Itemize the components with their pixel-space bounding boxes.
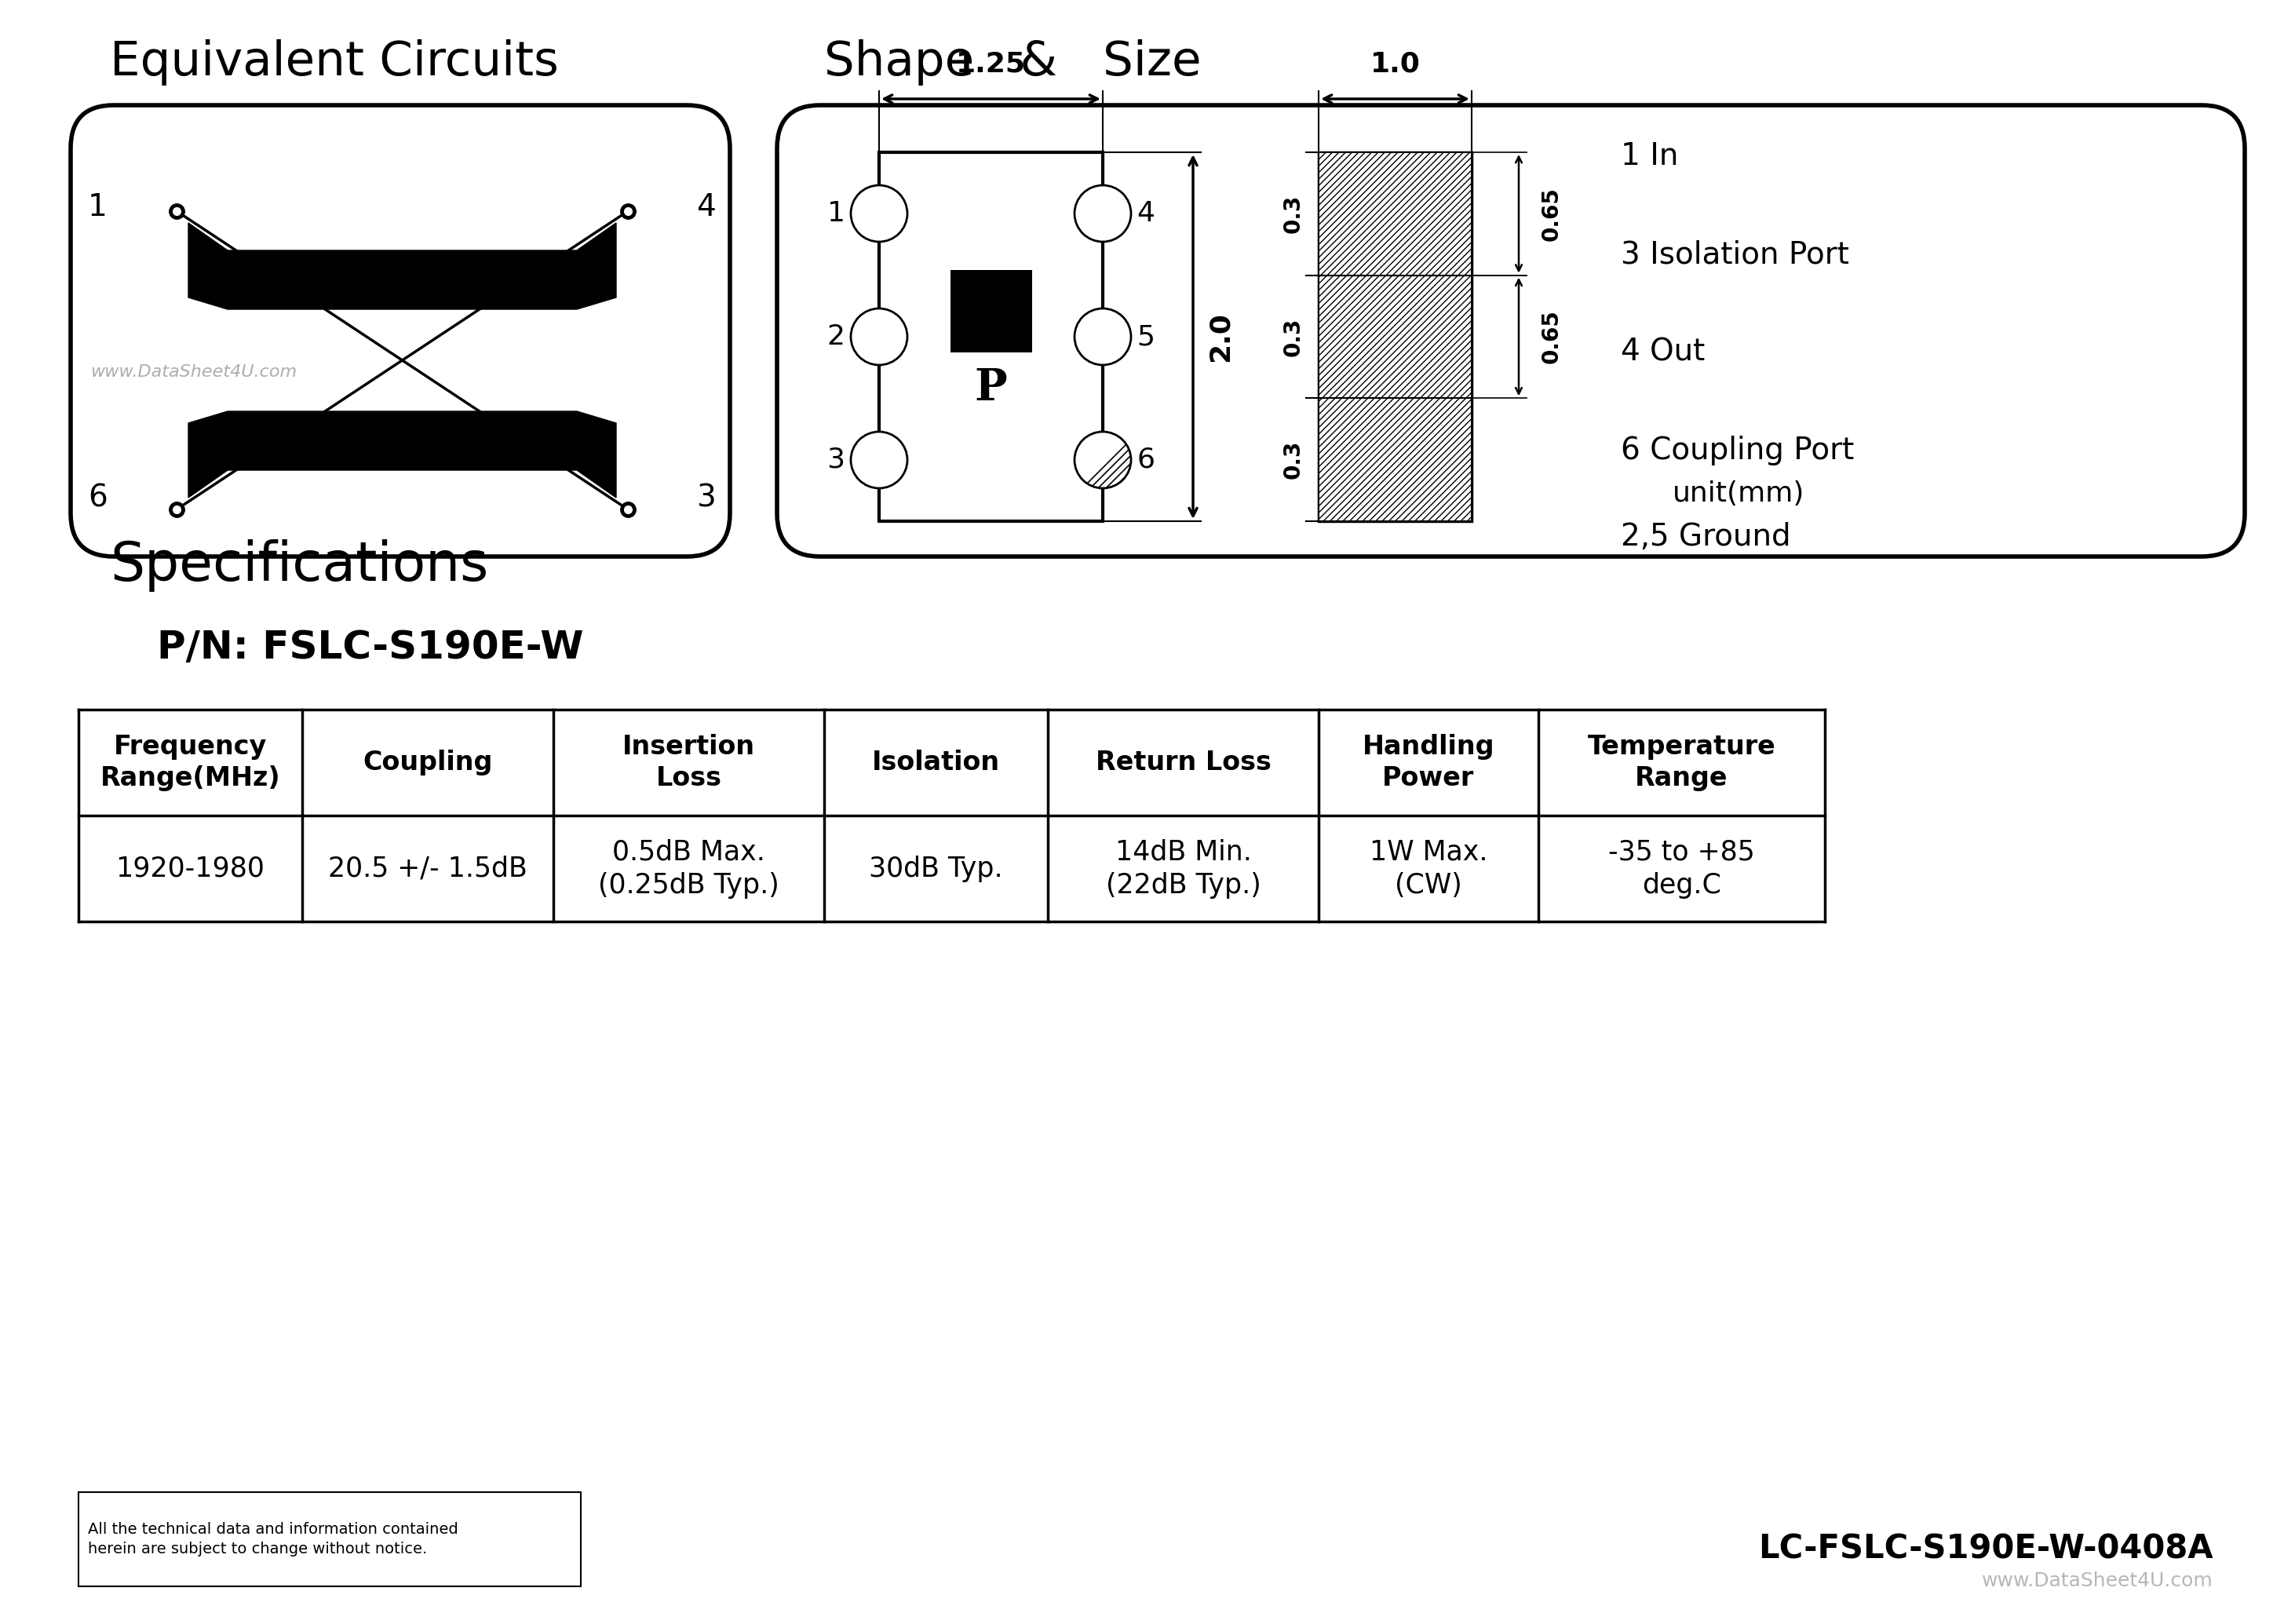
Circle shape [851, 309, 907, 365]
Text: 3: 3 [826, 447, 845, 473]
Text: Shape   &   Size: Shape & Size [824, 39, 1200, 86]
Polygon shape [188, 222, 615, 309]
Bar [950, 270, 1033, 352]
Text: 6: 6 [1136, 447, 1154, 473]
Circle shape [851, 432, 907, 489]
Text: 6: 6 [87, 484, 108, 513]
FancyBboxPatch shape [71, 106, 730, 557]
Text: -35 to +85
deg.C: -35 to +85 deg.C [1609, 838, 1756, 898]
Text: 1920-1980: 1920-1980 [115, 856, 264, 882]
Text: Handling
Power: Handling Power [1363, 734, 1494, 791]
Circle shape [1074, 309, 1131, 365]
Text: www.DataSheet4U.com: www.DataSheet4U.com [1983, 1572, 2212, 1590]
Text: P: P [975, 365, 1008, 409]
Bar [1320, 274, 1471, 398]
Text: 4 Out: 4 Out [1620, 338, 1705, 367]
FancyBboxPatch shape [778, 106, 2245, 557]
Text: 3: 3 [695, 484, 716, 513]
Text: 2: 2 [826, 323, 845, 351]
Circle shape [1074, 185, 1131, 242]
Text: P/N: FSLC-S190E-W: P/N: FSLC-S190E-W [156, 628, 583, 666]
Text: Temperature
Range: Temperature Range [1588, 734, 1776, 791]
Text: Isolation: Isolation [872, 750, 1001, 776]
Text: Frequency
Range(MHz): Frequency Range(MHz) [101, 734, 280, 791]
Bar [1320, 153, 1471, 521]
Bar [1320, 153, 1471, 274]
Text: 20.5 +/- 1.5dB: 20.5 +/- 1.5dB [328, 856, 528, 882]
Text: 1: 1 [87, 192, 108, 222]
Circle shape [851, 185, 907, 242]
Text: LC-FSLC-S190E-W-0408A: LC-FSLC-S190E-W-0408A [1758, 1533, 2212, 1566]
Text: 1: 1 [826, 200, 845, 227]
Text: Return Loss: Return Loss [1095, 750, 1271, 776]
Bar [1320, 398, 1471, 521]
Text: 0.3: 0.3 [1283, 317, 1304, 356]
Text: 3 Isolation Port: 3 Isolation Port [1620, 239, 1850, 270]
Text: 1W Max.
(CW): 1W Max. (CW) [1370, 838, 1487, 898]
Bar [78, 1492, 581, 1587]
Text: unit(mm): unit(mm) [1673, 481, 1804, 507]
Text: 4: 4 [695, 192, 716, 222]
Text: 6 Coupling Port: 6 Coupling Port [1620, 435, 1854, 466]
Text: 0.3: 0.3 [1283, 195, 1304, 234]
Circle shape [1074, 432, 1131, 489]
Text: Insertion
Loss: Insertion Loss [622, 734, 755, 791]
Text: All the technical data and information contained
herein are subject to change wi: All the technical data and information c… [87, 1522, 459, 1556]
Text: Specifications: Specifications [110, 539, 489, 591]
Text: Equivalent Circuits: Equivalent Circuits [110, 39, 558, 86]
Text: 2,5 Ground: 2,5 Ground [1620, 521, 1790, 552]
Polygon shape [188, 411, 615, 497]
Text: 2.0: 2.0 [1207, 312, 1235, 362]
Text: 1 In: 1 In [1620, 141, 1678, 171]
Text: 0.3: 0.3 [1283, 440, 1304, 479]
Text: 14dB Min.
(22dB Typ.): 14dB Min. (22dB Typ.) [1106, 838, 1260, 898]
Text: 0.5dB Max.
(0.25dB Typ.): 0.5dB Max. (0.25dB Typ.) [599, 838, 780, 898]
Text: www.DataSheet4U.com: www.DataSheet4U.com [90, 364, 296, 380]
Text: 1.0: 1.0 [1370, 50, 1421, 76]
Bar [879, 153, 1104, 521]
Text: 0.65: 0.65 [1540, 187, 1563, 240]
Text: Coupling: Coupling [363, 750, 493, 776]
Text: 1.25: 1.25 [957, 50, 1026, 76]
Text: 30dB Typ.: 30dB Typ. [870, 856, 1003, 882]
Text: 0.65: 0.65 [1540, 310, 1563, 364]
Text: 5: 5 [1136, 323, 1154, 351]
Text: 4: 4 [1136, 200, 1154, 227]
